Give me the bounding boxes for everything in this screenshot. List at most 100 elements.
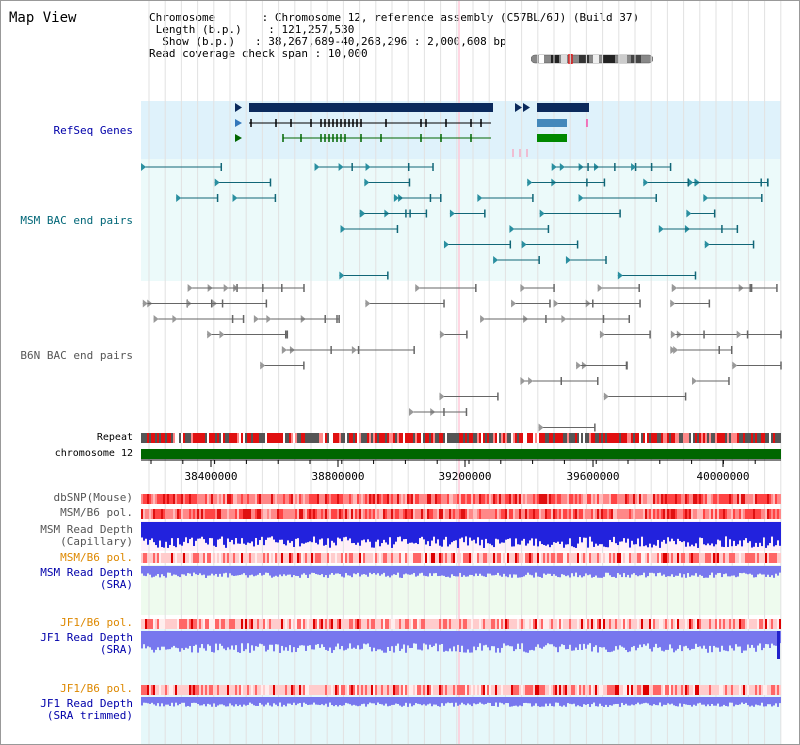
- jf1-depth-trim-bar: [261, 697, 263, 705]
- dbsnp-strip: [229, 494, 231, 504]
- dbsnp-strip: [547, 494, 549, 504]
- msm-depth-capillary-bar: [175, 522, 177, 548]
- msm-b6-pol-strip-2: [773, 553, 775, 563]
- refseq-genes-label[interactable]: RefSeq Genes: [53, 124, 133, 137]
- dbsnp-strip: [341, 494, 343, 504]
- msm-depth-sra-bar: [413, 566, 415, 574]
- jf1-depth-trim-bar: [169, 697, 171, 706]
- msm-depth-capillary-bar: [533, 522, 535, 546]
- jf1-depth-trim-bar: [497, 697, 499, 707]
- jf1-depth-sra-bar: [417, 631, 419, 650]
- jf1-depth-sra-bar: [659, 631, 661, 648]
- jf1-depth-sra-bar: [299, 631, 301, 646]
- jf1-b6-pol-strip: [695, 619, 697, 629]
- jf1-b6-pol-strip-2: [329, 685, 331, 695]
- msm-b6-pol-label-1[interactable]: MSM/B6 pol.: [60, 506, 133, 519]
- jf1-depth-sra-bar: [675, 631, 677, 651]
- jf1-depth-sra-bar: [173, 631, 175, 646]
- dbsnp-strip: [307, 494, 309, 504]
- jf1-b6-pol-strip: [259, 619, 261, 629]
- jf1-depth-trim-bar: [409, 697, 411, 704]
- dbsnp-strip: [163, 494, 165, 504]
- jf1-depth-trim-label[interactable]: JF1 Read Depth (SRA trimmed): [40, 698, 133, 722]
- jf1-b6-pol-strip: [633, 619, 635, 629]
- jf1-depth-sra-bar: [323, 631, 325, 647]
- msm-b6-pol-strip-2: [637, 553, 639, 563]
- jf1-depth-trim-bar: [501, 697, 503, 704]
- jf1-b6-pol-strip-2: [277, 685, 279, 695]
- msm-b6-pol-strip: [717, 509, 719, 519]
- dbsnp-strip: [157, 494, 159, 504]
- jf1-b6-pol-strip: [651, 619, 653, 629]
- chromosome-ideogram[interactable]: [531, 54, 653, 64]
- jf1-b6-pol-strip: [245, 619, 247, 629]
- msm-b6-pol-strip-2: [455, 553, 457, 563]
- dbsnp-strip: [189, 494, 191, 504]
- msm-b6-pol-strip-2: [153, 553, 155, 563]
- msm-b6-pol-strip: [413, 509, 415, 519]
- msm-depth-capillary-label[interactable]: MSM Read Depth (Capillary): [40, 524, 133, 548]
- msm-depth-sra-label[interactable]: MSM Read Depth (SRA): [40, 567, 133, 591]
- dbsnp-strip: [551, 494, 553, 504]
- jf1-depth-sra-bar: [233, 631, 235, 650]
- jf1-b6-pol-strip: [189, 619, 191, 629]
- msm-b6-pol-strip: [373, 509, 375, 519]
- msm-depth-capillary-bar: [205, 522, 207, 543]
- jf1-depth-sra-bar: [497, 631, 499, 649]
- msm-depth-capillary-bar: [531, 522, 533, 539]
- jf1-depth-sra-bar: [293, 631, 295, 648]
- jf1-b6-pol-strip: [145, 619, 147, 629]
- msm-depth-capillary-bar: [649, 522, 651, 544]
- msm-depth-sra-bar: [655, 566, 657, 577]
- msm-depth-capillary-bar: [703, 522, 705, 545]
- jf1-b6-pol-strip-2: [597, 685, 599, 695]
- msm-b6-pol-strip-2: [767, 553, 769, 563]
- dbsnp-strip: [567, 494, 569, 504]
- msm-depth-capillary-bar: [283, 522, 285, 545]
- jf1-depth-sra-bar: [707, 631, 709, 653]
- msm-depth-sra-bar: [645, 566, 647, 578]
- msm-b6-pol-strip-2: [251, 553, 253, 563]
- msm-b6-pol-strip-2: [409, 553, 411, 563]
- msm-depth-sra-bar: [661, 566, 663, 576]
- jf1-depth-sra-bar: [637, 631, 639, 648]
- jf1-depth-sra-bar: [199, 631, 201, 648]
- msm-bac-label[interactable]: MSM BAC end pairs: [20, 214, 133, 227]
- jf1-depth-trim-bar: [265, 697, 267, 705]
- msm-b6-pol-strip: [191, 509, 193, 519]
- jf1-b6-pol-strip: [555, 619, 557, 629]
- jf1-depth-trim-bar: [771, 697, 773, 707]
- msm-b6-pol-label-2[interactable]: MSM/B6 pol.: [60, 551, 133, 564]
- jf1-b6-pol-strip-2: [301, 685, 303, 695]
- jf1-depth-trim-bar: [245, 697, 247, 706]
- jf1-b6-pol-strip: [345, 619, 347, 629]
- msm-b6-pol-strip-2: [659, 553, 661, 563]
- jf1-depth-trim-bar: [177, 697, 179, 706]
- msm-b6-pol-strip-2: [325, 553, 327, 563]
- msm-depth-capillary-bar: [521, 522, 523, 541]
- msm-b6-pol-strip: [215, 509, 217, 519]
- jf1-b6-pol-strip: [733, 619, 735, 629]
- msm-b6-pol-strip: [257, 509, 259, 519]
- msm-depth-sra-bar: [665, 566, 667, 577]
- msm-b6-pol-strip-2: [547, 553, 549, 563]
- dbsnp-strip: [453, 494, 455, 504]
- jf1-depth-trim-bar: [581, 697, 583, 707]
- msm-depth-sra-bar: [183, 566, 185, 575]
- jf1-b6-pol-label-1[interactable]: JF1/B6 pol.: [60, 616, 133, 629]
- jf1-b6-pol-strip-2: [259, 685, 261, 695]
- b6n-bac-label[interactable]: B6N BAC end pairs: [20, 349, 133, 362]
- jf1-depth-trim-bar: [375, 697, 377, 706]
- dbsnp-strip: [241, 494, 243, 504]
- jf1-depth-sra-label[interactable]: JF1 Read Depth (SRA): [40, 632, 133, 656]
- msm-depth-capillary-bar: [481, 522, 483, 540]
- msm-b6-pol-strip-2: [759, 553, 761, 563]
- msm-b6-pol-strip: [609, 509, 611, 519]
- msm-b6-pol-strip: [643, 509, 645, 519]
- msm-b6-pol-strip: [149, 509, 151, 519]
- jf1-b6-pol-label-2[interactable]: JF1/B6 pol.: [60, 682, 133, 695]
- dbsnp-label[interactable]: dbSNP(Mouse): [53, 491, 133, 504]
- msm-depth-sra-bar: [563, 566, 565, 575]
- msm-depth-sra-bar: [627, 566, 629, 575]
